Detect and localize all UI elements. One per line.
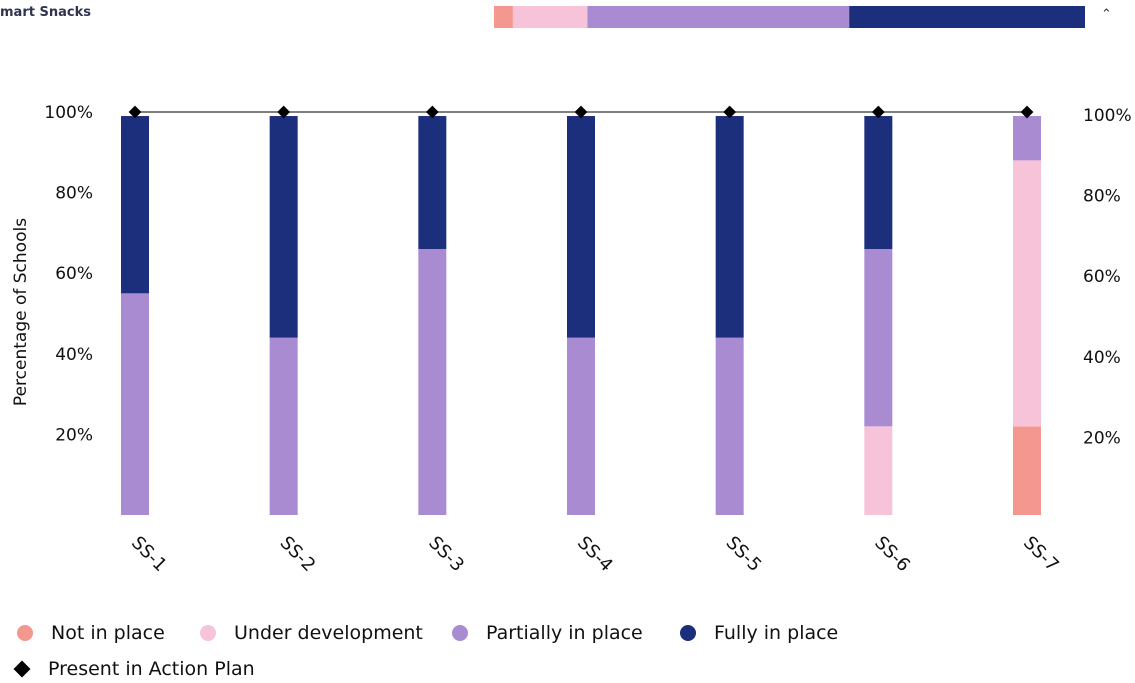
diamond-icon [13, 660, 31, 678]
chevron-up-icon[interactable]: ⌃ [1101, 7, 1112, 22]
circle-icon [452, 625, 468, 641]
bar-ss-2-partially-in-place [269, 337, 298, 515]
legend-item-present-in-action-plan: Present in Action Plan [13, 658, 255, 680]
bar-ss-5-fully-in-place [715, 116, 744, 338]
summary-bar-segment-fully-in-place [849, 6, 1085, 28]
circle-icon [200, 625, 216, 641]
circle-icon [17, 625, 33, 641]
x-tick-label: SS-5 [722, 532, 766, 576]
y-tick-label-left: 100% [44, 103, 93, 123]
x-tick-label: SS-6 [870, 532, 914, 576]
x-tick-label: SS-3 [424, 532, 468, 576]
action-plan-marker [128, 105, 142, 119]
y-tick-label-right: 60% [1083, 267, 1121, 287]
bar-ss-1-fully-in-place [121, 116, 149, 294]
y-axis-label: Percentage of Schools [11, 218, 31, 406]
y-tick-label-left: 20% [55, 425, 93, 445]
bar-ss-3-partially-in-place [418, 249, 447, 515]
legend-item-under-development: Under development [200, 622, 423, 644]
bar-ss-4-partially-in-place [567, 337, 595, 515]
legend-item-fully-in-place: Fully in place [680, 622, 838, 644]
bar-ss-6-under-development [864, 426, 893, 515]
legend-label: Fully in place [714, 622, 839, 644]
y-tick-label-left: 80% [55, 184, 93, 204]
x-tick-label: SS-4 [573, 532, 617, 576]
y-tick-label-right: 20% [1083, 428, 1121, 448]
legend-label: Under development [234, 622, 423, 644]
bar-ss-2-fully-in-place [269, 116, 298, 338]
legend-item-partially-in-place: Partially in place [452, 622, 643, 644]
legend-label: Partially in place [486, 622, 643, 644]
action-plan-marker [425, 105, 439, 119]
y-tick-label-left: 60% [55, 264, 93, 284]
circle-icon [680, 625, 696, 641]
y-tick-label-right: 100% [1083, 106, 1132, 126]
x-tick-label: SS-2 [276, 532, 320, 576]
bar-ss-3-fully-in-place [418, 116, 447, 250]
bar-ss-4-fully-in-place [567, 116, 595, 338]
legend-label: Present in Action Plan [48, 658, 255, 680]
summary-bar-segment-under-development [512, 6, 588, 28]
bar-ss-1-partially-in-place [121, 293, 149, 515]
y-tick-label-left: 40% [55, 345, 93, 365]
bar-ss-7-partially-in-place [1013, 116, 1041, 161]
action-plan-marker [277, 105, 291, 119]
bar-ss-6-fully-in-place [864, 116, 893, 250]
x-tick-label: SS-1 [127, 532, 171, 576]
legend-label: Not in place [51, 622, 165, 644]
x-tick-label: SS-7 [1019, 532, 1063, 576]
summary-bar-segment-partially-in-place [587, 6, 850, 28]
bar-ss-7-not-in-place [1013, 426, 1041, 515]
summary-bar-segment-not-in-place [494, 6, 513, 28]
bar-ss-7-under-development [1013, 160, 1041, 427]
y-tick-label-right: 40% [1083, 348, 1121, 368]
y-tick-label-right: 80% [1083, 187, 1121, 207]
legend-item-not-in-place: Not in place [17, 622, 165, 644]
chart-section-title: mart Snacks [0, 5, 91, 20]
bar-ss-6-partially-in-place [864, 249, 893, 427]
bar-ss-5-partially-in-place [715, 337, 744, 515]
